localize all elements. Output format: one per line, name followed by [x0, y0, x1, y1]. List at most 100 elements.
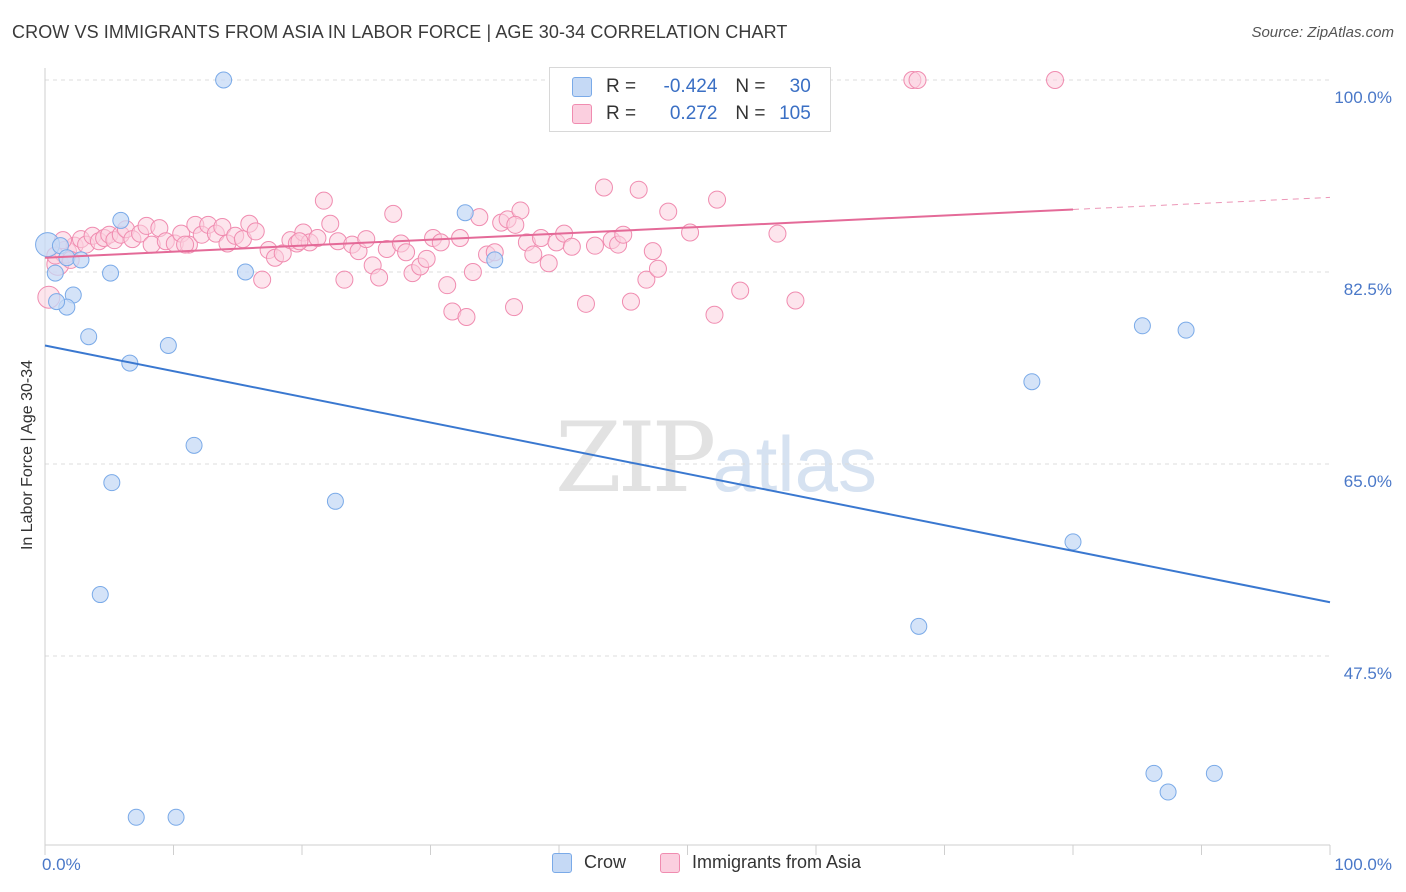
crow-point	[103, 474, 121, 492]
correlation-legend: R = -0.424 N = 30 R = 0.272 N = 105	[549, 67, 831, 132]
crow-point	[1177, 321, 1195, 339]
asia-point	[786, 291, 805, 310]
asia-point	[417, 249, 436, 268]
watermark: ZIPatlas	[555, 402, 877, 514]
asia-point	[614, 225, 633, 244]
r-value-crow: -0.424	[663, 76, 718, 97]
asia-trendline-extension	[1072, 196, 1331, 210]
asia-point	[438, 276, 457, 295]
asia-point	[524, 245, 543, 264]
asia-point	[246, 222, 265, 241]
crow-point	[48, 293, 66, 311]
asia-point	[539, 254, 558, 273]
asia-point	[708, 190, 727, 209]
crow-point	[456, 204, 474, 222]
trendlines	[44, 196, 1331, 604]
asia-point	[585, 236, 604, 255]
legend-label-crow: Crow	[584, 852, 627, 872]
source-label: Source: ZipAtlas.com	[1251, 24, 1394, 41]
asia-point	[731, 281, 750, 300]
asia-point	[562, 237, 581, 256]
crow-point	[127, 808, 145, 826]
legend-label-asia: Immigrants from Asia	[692, 852, 862, 872]
y-tick-label: 65.0%	[1344, 472, 1392, 491]
crow-point	[1145, 764, 1163, 782]
asia-point	[370, 268, 389, 287]
crow-point	[215, 71, 233, 89]
grid-lines	[45, 79, 1330, 657]
asia-point	[629, 180, 648, 199]
n-label: N =	[735, 103, 766, 124]
watermark-atlas: atlas	[712, 420, 877, 508]
asia-point	[253, 270, 272, 289]
crow-point	[102, 264, 120, 282]
asia-point	[659, 202, 678, 221]
asia-point	[397, 243, 416, 262]
legend-row-asia: R = 0.272 N = 105	[572, 101, 811, 127]
asia-point	[463, 263, 482, 281]
asia-point	[576, 294, 595, 313]
crow-point	[1205, 764, 1223, 782]
crow-point	[185, 436, 203, 454]
chart-title: CROW VS IMMIGRANTS FROM ASIA IN LABOR FO…	[12, 22, 788, 42]
series-legend: Crow Immigrants from Asia	[0, 852, 1406, 878]
asia-point	[431, 233, 450, 252]
asia-point	[321, 214, 340, 233]
crow-point	[326, 492, 344, 510]
asia-point	[176, 235, 195, 254]
asia-point	[357, 230, 376, 249]
crow-point	[1023, 373, 1041, 391]
asia-trendline	[44, 208, 1074, 259]
asia-point	[213, 218, 232, 237]
asia-point	[314, 191, 333, 210]
crow-point	[80, 328, 98, 346]
crow-swatch-icon	[552, 852, 572, 873]
n-value-asia: 105	[779, 103, 811, 124]
crow-point	[46, 264, 64, 282]
asia-point	[621, 292, 640, 311]
y-tick-label: 47.5%	[1344, 664, 1392, 683]
crow-trendline	[44, 344, 1331, 604]
n-value-crow: 30	[789, 76, 811, 97]
tick-labels: 100.0% 82.5% 65.0% 47.5% 0.0% 100.0%	[42, 88, 1392, 874]
asia-point	[384, 204, 403, 223]
y-tick-label: 82.5%	[1344, 280, 1392, 299]
crow-point	[167, 808, 185, 826]
asia-point	[648, 259, 667, 278]
legend-item-asia: Immigrants from Asia	[660, 852, 861, 873]
asia-point	[505, 298, 524, 317]
asia-point	[308, 228, 327, 247]
asia-point	[457, 307, 476, 326]
asia-point	[335, 270, 354, 289]
asia-point	[506, 215, 525, 234]
crow-point	[159, 337, 177, 355]
asia-point	[637, 270, 656, 289]
crow-point	[236, 263, 254, 281]
x-tick-label: 0.0%	[42, 855, 81, 874]
crow-point	[91, 586, 109, 604]
crow-point	[72, 251, 90, 269]
r-label: R =	[606, 103, 637, 124]
crow-points	[35, 71, 1223, 826]
y-tick-label: 100.0%	[1334, 88, 1392, 107]
asia-point	[768, 224, 787, 243]
n-label: N =	[735, 76, 766, 97]
legend-row-crow: R = -0.424 N = 30	[572, 74, 811, 100]
asia-point	[643, 242, 662, 261]
r-value-asia: 0.272	[669, 103, 718, 124]
x-tick-label: 100.0%	[1334, 855, 1392, 874]
asia-point	[594, 178, 613, 197]
crow-point	[1064, 533, 1082, 551]
crow-point	[1159, 783, 1177, 801]
asia-point	[273, 244, 292, 263]
crow-swatch-icon	[572, 77, 592, 97]
legend-item-crow: Crow	[552, 852, 626, 873]
crow-point	[910, 617, 928, 635]
crow-point	[112, 211, 130, 229]
asia-swatch-icon	[660, 852, 680, 873]
asia-point	[1046, 71, 1065, 89]
axes	[44, 68, 1331, 855]
crow-point	[486, 251, 504, 269]
asia-swatch-icon	[572, 104, 592, 124]
